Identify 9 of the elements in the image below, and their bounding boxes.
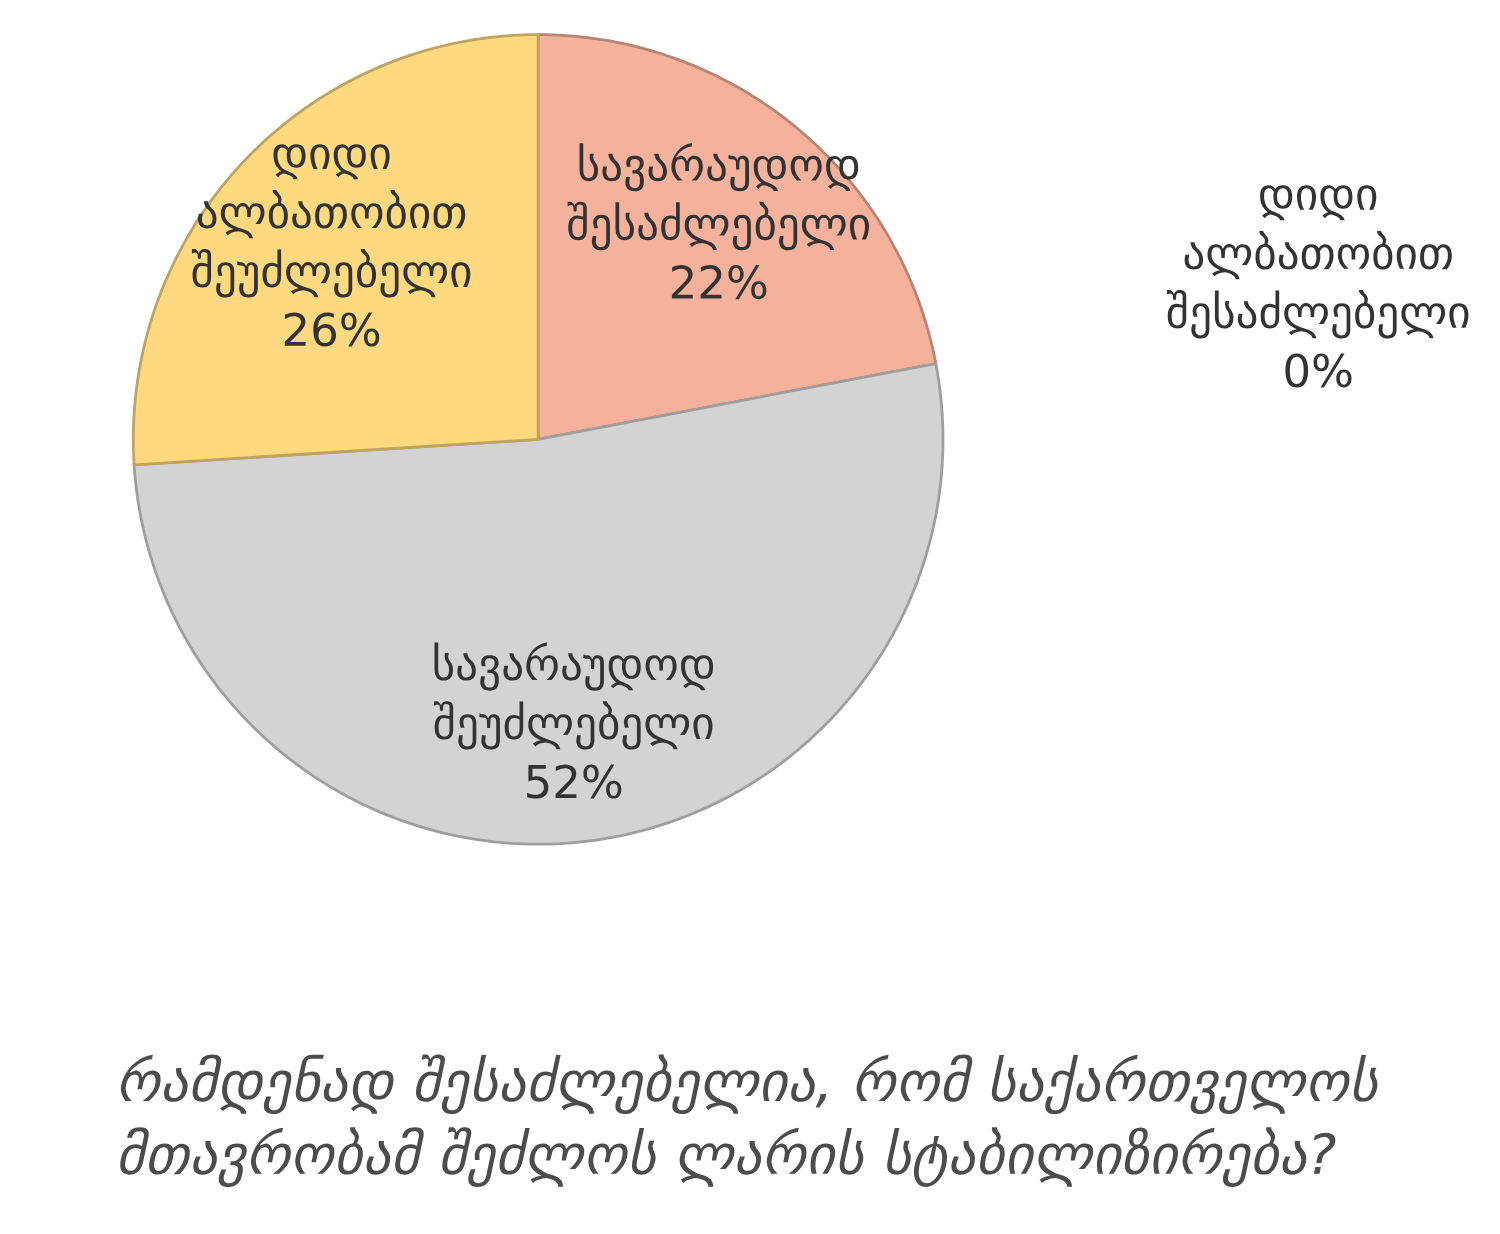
category-label: დიდი ალბათობით შესაძლებელი xyxy=(1167,185,1469,339)
slice-label: სავარაუდოდ შესაძლებელი xyxy=(567,142,869,251)
data-label: 22% xyxy=(671,264,767,300)
text: რამდენად შესაძლებელია, რომ საქართველოს მთავრობამ შეძლოს ლარის სტაბილიზირება? xyxy=(120,1054,1378,1187)
slice-label: დიდი ალბათობით შეუძლებელი xyxy=(191,144,471,298)
data-label: 52% xyxy=(527,764,622,799)
data-label: 26% xyxy=(284,312,380,347)
slice-label: სავარაუდოდ შეუძლებელი xyxy=(434,642,714,750)
text: 0% xyxy=(1285,353,1352,388)
